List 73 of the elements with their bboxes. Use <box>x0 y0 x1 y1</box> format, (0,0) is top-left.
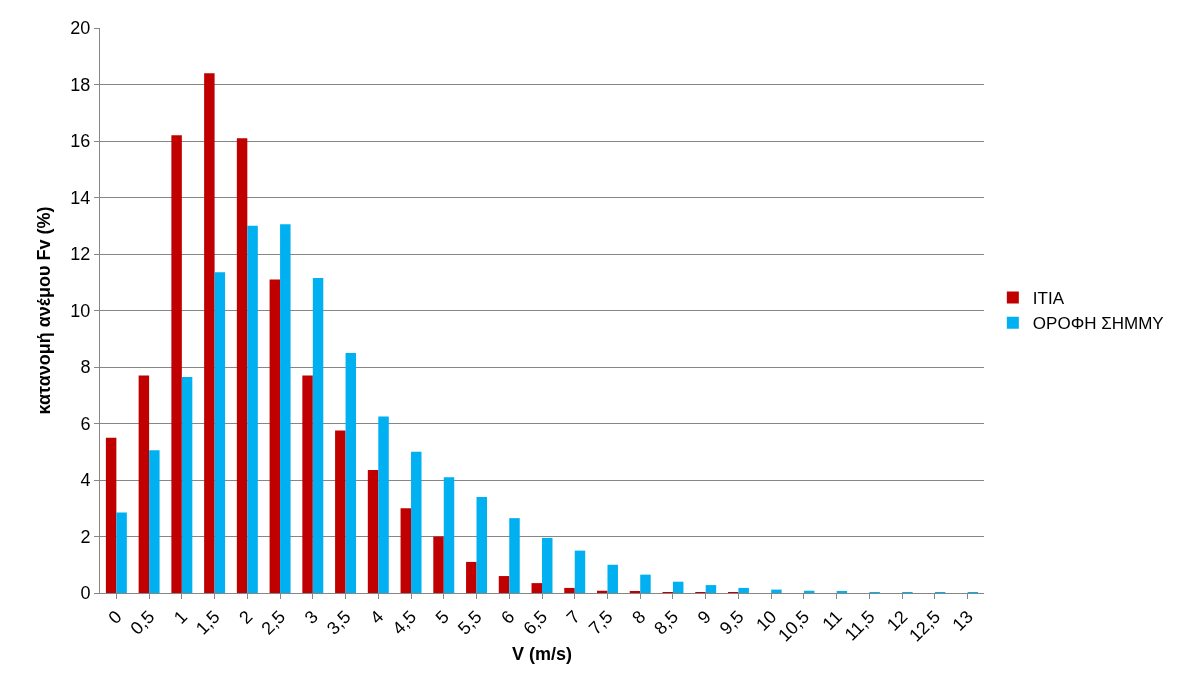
bar <box>498 576 510 593</box>
bar <box>269 279 281 593</box>
bar <box>247 225 258 593</box>
bar <box>640 574 651 593</box>
y-tick-label: 12 <box>70 244 91 265</box>
x-tick-label: 3 <box>300 606 322 628</box>
bar <box>181 376 193 593</box>
y-tick-label: 8 <box>80 357 91 378</box>
y-tick-label: 18 <box>70 74 91 95</box>
bar <box>367 470 379 593</box>
x-tick-label: 4 <box>366 606 388 628</box>
bar <box>302 375 313 593</box>
bar <box>411 451 422 593</box>
bar <box>400 508 412 593</box>
x-tick-label: 9 <box>693 606 715 628</box>
bar <box>433 536 444 593</box>
bar <box>138 375 150 593</box>
bar <box>542 537 553 593</box>
bar <box>171 135 182 593</box>
x-tick-label: 7,5 <box>584 606 617 639</box>
bar <box>531 583 542 593</box>
y-tick-label: 0 <box>80 583 91 604</box>
bar <box>335 430 346 593</box>
bar <box>607 564 618 593</box>
x-tick-label: 8,5 <box>650 606 683 639</box>
bar <box>738 587 749 593</box>
bar <box>149 450 160 593</box>
bar <box>345 352 357 593</box>
y-tick-label: 14 <box>70 187 91 208</box>
x-tick-label: 9,5 <box>715 606 748 639</box>
bar <box>564 587 575 593</box>
bar <box>105 437 117 593</box>
bar <box>204 73 215 593</box>
x-tick-label: 3,5 <box>322 606 355 639</box>
legend-label: ITIA <box>1032 289 1065 309</box>
x-axis-title: V (m/s) <box>511 643 573 664</box>
x-tick-label: 0 <box>104 606 126 628</box>
bar <box>378 416 389 593</box>
y-tick-label: 6 <box>80 413 91 434</box>
bar <box>574 550 586 593</box>
x-tick-label: 4,5 <box>388 606 421 639</box>
x-tick-label: 7 <box>562 606 584 628</box>
y-tick-label: 10 <box>70 300 91 321</box>
bar <box>466 561 477 593</box>
x-tick-label: 2 <box>235 606 257 628</box>
x-tick-label: 1 <box>169 606 192 628</box>
x-tick-label: 6,5 <box>519 606 552 639</box>
bar <box>312 278 324 593</box>
y-tick-label: 20 <box>70 18 91 39</box>
bar <box>672 581 684 593</box>
bar <box>214 272 226 593</box>
x-tick-label: 6 <box>497 606 519 628</box>
x-tick-label: 2,5 <box>257 606 290 639</box>
y-axis-title: κατανομή ανέμου Fv (%) <box>33 206 54 415</box>
bar <box>236 138 248 593</box>
bar <box>443 477 455 593</box>
x-tick-label: 11 <box>818 606 846 635</box>
y-tick-label: 2 <box>80 526 91 547</box>
bar <box>705 585 717 593</box>
bar <box>476 496 487 593</box>
bar <box>116 512 127 593</box>
x-tick-label: 5,5 <box>453 606 486 639</box>
x-tick-label: 13 <box>948 606 977 635</box>
x-tick-label: 1,5 <box>191 606 224 639</box>
y-tick-label: 4 <box>80 470 91 491</box>
legend-label: ΟΡΟΦΗ ΣΗΜΜΥ <box>1032 314 1164 334</box>
bar <box>771 589 782 593</box>
bar <box>280 224 291 593</box>
bar <box>509 518 520 593</box>
x-tick-label: 0,5 <box>126 606 159 639</box>
x-tick-label: 5 <box>431 606 453 628</box>
x-tick-label: 8 <box>628 606 650 628</box>
y-tick-label: 16 <box>70 131 91 152</box>
